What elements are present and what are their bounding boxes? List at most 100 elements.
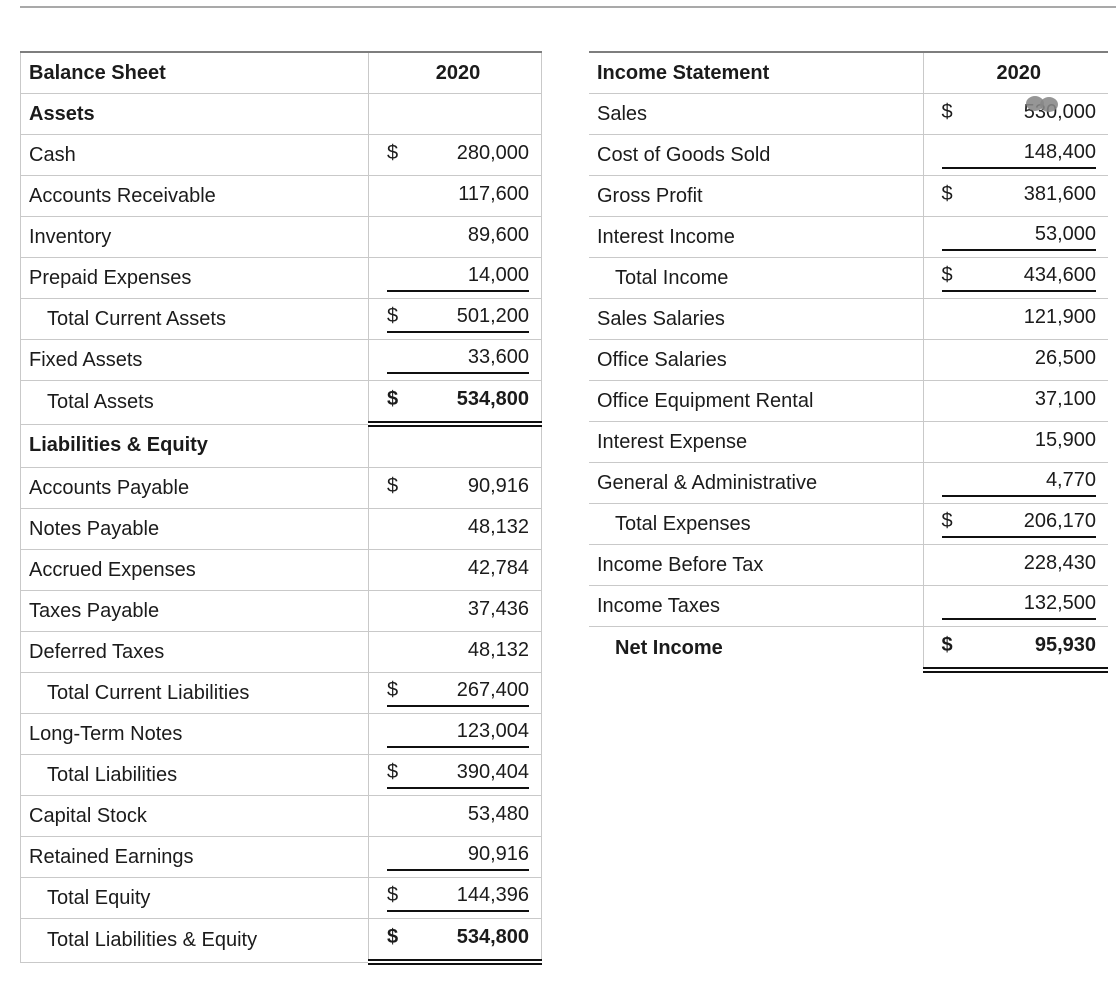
row-label: Total Current Liabilities bbox=[47, 681, 250, 704]
table-row: Sales Salaries 121,900 bbox=[589, 298, 1108, 340]
table-row: Cost of Goods Sold 148,400 bbox=[589, 134, 1108, 176]
row-value-cell: 26,500 bbox=[922, 339, 1108, 381]
row-label-cell: Total Equity bbox=[20, 877, 369, 919]
row-value-cell: $ 381,600 bbox=[922, 175, 1108, 217]
row-value-cell: 132,500 bbox=[922, 585, 1108, 627]
row-label: Cash bbox=[29, 143, 76, 166]
row-label: Inventory bbox=[29, 225, 112, 248]
row-value: 228,430 bbox=[1023, 552, 1096, 574]
row-amount: 53,000 bbox=[941, 223, 1096, 251]
row-label: Long-Term Notes bbox=[29, 722, 183, 745]
row-label-cell: Office Equipment Rental bbox=[589, 380, 924, 422]
row-label-cell: Income Taxes bbox=[589, 585, 924, 627]
row-amount: $ 534,800 bbox=[387, 388, 529, 414]
row-label-cell: Income Before Tax bbox=[589, 544, 924, 586]
row-label: Cost of Goods Sold bbox=[597, 143, 771, 166]
table-row: Accounts Payable $ 90,916 bbox=[20, 467, 542, 509]
balance-sheet-title-cell: Balance Sheet bbox=[20, 51, 369, 94]
row-amount: 33,600 bbox=[387, 346, 529, 374]
row-label-cell: Retained Earnings bbox=[20, 836, 369, 878]
currency-symbol: $ bbox=[941, 510, 953, 532]
row-amount: $ 501,200 bbox=[387, 305, 529, 333]
row-value-cell: 121,900 bbox=[922, 298, 1108, 340]
balance-sheet-header-row: Balance Sheet 2020 bbox=[20, 51, 542, 94]
table-row: Income Before Tax 228,430 bbox=[589, 544, 1108, 586]
currency-symbol: $ bbox=[387, 679, 399, 701]
table-row: Capital Stock 53,480 bbox=[20, 795, 542, 837]
row-amount: $ 267,400 bbox=[387, 679, 529, 707]
row-value-cell: 117,600 bbox=[368, 175, 542, 217]
currency-symbol: $ bbox=[941, 634, 953, 656]
row-label-cell: Interest Expense bbox=[589, 421, 924, 463]
row-value: 267,400 bbox=[456, 679, 529, 701]
row-value-cell bbox=[368, 423, 542, 468]
row-label-cell: Total Expenses bbox=[589, 503, 924, 545]
table-row: Deferred Taxes 48,132 bbox=[20, 631, 542, 673]
row-value-cell: $ 206,170 bbox=[922, 503, 1108, 545]
row-label: Sales bbox=[597, 102, 648, 125]
table-row: Total Income $ 434,600 bbox=[589, 257, 1108, 299]
row-amount: 48,132 bbox=[387, 639, 529, 665]
row-label-cell: Deferred Taxes bbox=[20, 631, 369, 673]
row-value: 117,600 bbox=[458, 183, 529, 205]
row-value: 534,800 bbox=[456, 388, 529, 410]
table-row: Accounts Receivable 117,600 bbox=[20, 175, 542, 217]
currency-symbol: $ bbox=[941, 264, 953, 286]
row-amount: 14,000 bbox=[387, 264, 529, 292]
row-value: 26,500 bbox=[1034, 347, 1096, 369]
row-amount: 117,600 bbox=[387, 183, 529, 209]
row-value: 95,930 bbox=[1034, 634, 1096, 656]
row-value-cell: 15,900 bbox=[922, 421, 1108, 463]
row-value: 132,500 bbox=[1023, 592, 1096, 614]
row-amount: $ 530,000 bbox=[942, 101, 1097, 127]
table-row: Total Assets $ 534,800 bbox=[20, 380, 542, 427]
row-value-cell: 90,916 bbox=[368, 836, 542, 878]
row-value: 90,916 bbox=[467, 843, 529, 865]
income-statement-year-cell: 2020 bbox=[922, 51, 1108, 94]
table-row: Assets bbox=[20, 93, 542, 135]
row-value-cell: $ 530,000 bbox=[922, 93, 1108, 135]
table-row: Cash $ 280,000 bbox=[20, 134, 542, 176]
currency-symbol: $ bbox=[387, 475, 399, 497]
row-value-cell: $ 534,800 bbox=[368, 380, 542, 427]
row-label-cell: Accounts Payable bbox=[20, 467, 369, 509]
balance-sheet-table: Balance Sheet 2020 Assets Cash $ 280,000… bbox=[20, 51, 542, 965]
row-value: 33,600 bbox=[467, 346, 529, 368]
row-value-cell: 53,480 bbox=[368, 795, 542, 837]
row-value-cell: $ 534,800 bbox=[368, 918, 542, 965]
row-label-cell: Long-Term Notes bbox=[20, 713, 369, 755]
table-row: Inventory 89,600 bbox=[20, 216, 542, 258]
row-amount: 132,500 bbox=[941, 592, 1096, 620]
row-value-cell: 148,400 bbox=[922, 134, 1108, 176]
row-label: Taxes Payable bbox=[29, 599, 160, 622]
row-value-cell: $ 390,404 bbox=[368, 754, 542, 796]
row-value-cell: $ 90,916 bbox=[368, 467, 542, 509]
table-row: Notes Payable 48,132 bbox=[20, 508, 542, 550]
currency-symbol: $ bbox=[387, 142, 399, 164]
row-value-cell: 14,000 bbox=[368, 257, 542, 299]
row-label: Interest Expense bbox=[597, 430, 748, 453]
row-label-cell: Office Salaries bbox=[589, 339, 924, 381]
row-value: 206,170 bbox=[1023, 510, 1096, 532]
row-value-cell: 228,430 bbox=[922, 544, 1108, 586]
row-amount: $ 534,800 bbox=[387, 926, 529, 952]
row-amount: 15,900 bbox=[942, 429, 1096, 455]
row-label-cell: Liabilities & Equity bbox=[20, 423, 369, 468]
row-value-cell: 4,770 bbox=[922, 462, 1108, 504]
row-amount: 26,500 bbox=[942, 347, 1096, 373]
row-amount: 37,436 bbox=[387, 598, 529, 624]
row-label: Retained Earnings bbox=[29, 845, 194, 868]
currency-symbol: $ bbox=[387, 926, 399, 948]
row-label-cell: Accrued Expenses bbox=[20, 549, 369, 591]
row-value: 90,916 bbox=[467, 475, 529, 497]
income-statement-title-cell: Income Statement bbox=[589, 51, 924, 94]
table-row: Office Salaries 26,500 bbox=[589, 339, 1108, 381]
row-label-cell: Prepaid Expenses bbox=[20, 257, 369, 299]
row-label: Total Assets bbox=[47, 390, 154, 413]
row-value: 434,600 bbox=[1023, 264, 1096, 286]
row-label: Prepaid Expenses bbox=[29, 266, 192, 289]
row-value-cell: $ 280,000 bbox=[368, 134, 542, 176]
income-statement-title: Income Statement bbox=[597, 61, 770, 84]
table-row: Income Taxes 132,500 bbox=[589, 585, 1108, 627]
